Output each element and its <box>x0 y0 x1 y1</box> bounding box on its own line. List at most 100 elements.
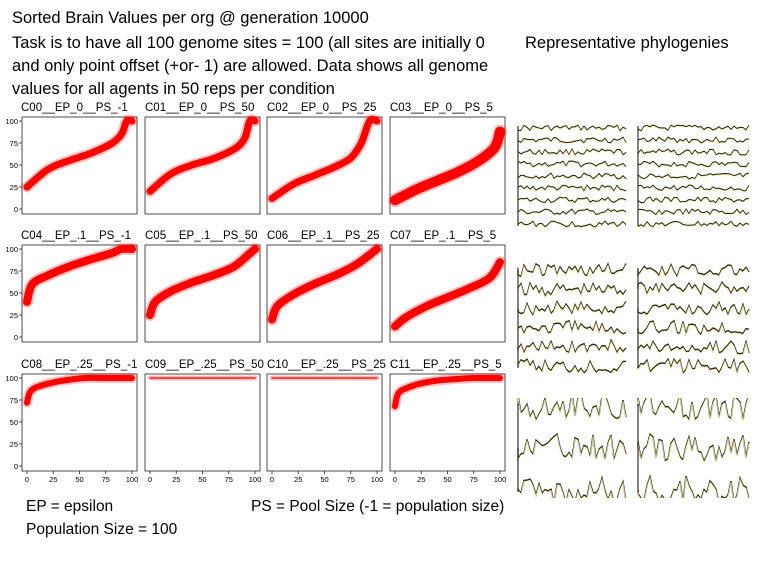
task-description-line-1: Task is to have all 100 genome sites = 1… <box>12 34 485 52</box>
phylogeny-strand <box>517 262 627 278</box>
plot-title-c00: C00__EP_0__PS_-1 <box>21 102 128 114</box>
phylogeny-strand <box>517 148 627 157</box>
y-tick-label: 100 <box>5 374 18 383</box>
phylogeny-strand <box>517 124 627 133</box>
x-tick-label: 75 <box>102 475 110 484</box>
x-tick-label: 0 <box>393 475 397 484</box>
y-tick-label: 75 <box>10 267 18 276</box>
phylogeny-strand <box>517 160 627 168</box>
phylogeny-strand <box>517 283 627 299</box>
phylogeny-strand <box>637 221 750 229</box>
y-tick-label: 75 <box>10 139 18 148</box>
phylogeny-strand <box>637 359 750 374</box>
plot-title-c03: C03__EP_0__PS_5 <box>390 102 493 114</box>
x-tick-label: 100 <box>249 475 262 484</box>
phylogeny-strand <box>637 473 750 498</box>
phylogeny-strand <box>517 137 627 145</box>
plot-title-c05: C05__EP_.1__PS_50 <box>145 230 258 242</box>
phylogeny-strand <box>517 477 626 498</box>
series-line <box>146 116 259 195</box>
plot-title-c01: C01__EP_0__PS_50 <box>145 102 255 114</box>
plot-frame <box>144 373 261 472</box>
series-line <box>268 245 381 324</box>
plot-c10: 0 25 50 75 100 <box>266 373 383 484</box>
phylogeny-strand <box>637 160 750 168</box>
y-tick-label: 100 <box>5 117 18 126</box>
phylogeny-strand <box>637 196 750 204</box>
plot-c01 <box>144 114 261 215</box>
phylogeny-strand <box>517 359 627 374</box>
phylogeny-strand <box>517 340 627 355</box>
series-line <box>392 374 503 410</box>
y-tick-label: 75 <box>10 396 18 405</box>
phylogeny-strand <box>637 282 750 297</box>
series-line <box>390 126 505 206</box>
phylogeny-strand <box>637 209 750 217</box>
phylogeny-strand <box>637 185 750 193</box>
population-note: Population Size = 100 <box>26 521 178 538</box>
y-tick-label: 50 <box>10 161 18 170</box>
x-tick-label: 25 <box>172 475 180 484</box>
phylogeny-strand <box>517 161 627 169</box>
x-tick-label: 100 <box>126 475 139 484</box>
phylogeny-strand <box>637 398 749 422</box>
phylogeny-image-row-1 <box>517 124 750 229</box>
series-line <box>23 116 136 191</box>
plot-c05 <box>144 243 261 343</box>
x-tick-label: 0 <box>25 475 29 484</box>
task-description-line-2: and only point offset (+or- 1) are allow… <box>12 57 489 75</box>
plot-title-c10: C10__EP_.25__PS_25 <box>267 359 386 371</box>
x-tick-label: 25 <box>417 475 425 484</box>
phylogeny-strand <box>517 172 627 180</box>
figure-title: Sorted Brain Values per org @ generation… <box>12 9 369 27</box>
phylogeny-strand <box>637 148 750 156</box>
plot-c09: 0 25 50 75 100 <box>144 373 262 484</box>
x-tick-label: 50 <box>320 475 328 484</box>
phylogeny-image-row-3 <box>517 398 750 498</box>
y-tick-label: 25 <box>10 183 18 192</box>
plot-frame <box>266 373 383 472</box>
phylogeny-strand <box>637 476 749 498</box>
plot-c08: 0 25 50 75 100 0 25 50 75 100 <box>5 372 139 484</box>
y-tick-label: 0 <box>14 462 18 471</box>
x-tick-label: 50 <box>75 475 83 484</box>
y-tick-label: 50 <box>10 418 18 427</box>
plot-frame <box>21 373 138 472</box>
y-tick-label: 25 <box>10 311 18 320</box>
phylogeny-strand <box>637 184 750 192</box>
phylogeny-strand <box>517 264 627 279</box>
y-tick-label: 0 <box>14 205 18 214</box>
y-tick-label: 0 <box>14 333 18 342</box>
plot-title-c04: C04__EP_.1__PS_-1 <box>21 230 131 242</box>
x-tick-label: 0 <box>148 475 152 484</box>
phylogeny-strand <box>517 475 627 498</box>
plot-c06 <box>266 243 383 343</box>
series-line <box>146 245 259 319</box>
phylogeny-strand <box>637 137 750 145</box>
phylogeny-strand <box>637 341 750 356</box>
phylogeny-strand <box>517 208 627 216</box>
phylogeny-strand <box>517 220 627 228</box>
x-tick-label: 50 <box>198 475 206 484</box>
plot-title-c09: C09__EP_.25__PS_50 <box>145 359 264 371</box>
x-tick-label: 0 <box>270 475 274 484</box>
phylogeny-strand <box>517 434 627 462</box>
phylogeny-strand <box>637 300 750 317</box>
phylogeny-strand <box>517 136 627 144</box>
phylogeny-strand <box>637 172 750 180</box>
plot-c00: 0 25 50 75 100 <box>5 114 138 215</box>
plot-c04: 0 25 50 75 100 <box>5 242 138 343</box>
phylogeny-strand <box>517 301 627 318</box>
phylogeny-strand <box>517 125 627 133</box>
x-tick-label: 75 <box>225 475 233 484</box>
phylogeny-strand <box>517 221 627 229</box>
phylogeny-strand <box>637 262 750 279</box>
plot-c02 <box>266 113 383 215</box>
plot-c11: 0 25 50 75 100 <box>389 372 506 484</box>
ps-note: PS = Pool Size (-1 = population size) <box>251 498 505 515</box>
phylogeny-strand <box>637 173 750 181</box>
phylogeny-strand <box>637 197 750 205</box>
phylogeny-strand <box>637 208 750 216</box>
phylogeny-strand <box>637 220 750 228</box>
phylogeny-strand <box>517 198 627 205</box>
